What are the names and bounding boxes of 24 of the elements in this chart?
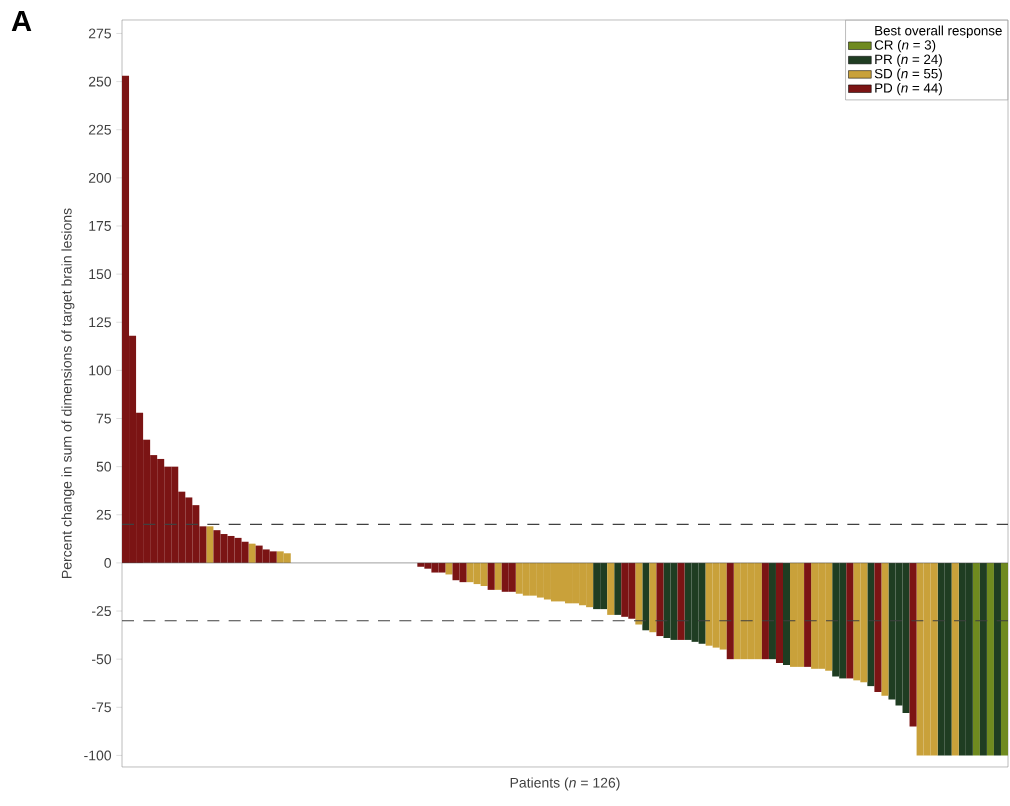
y-tick-label: 175 xyxy=(89,221,112,231)
y-tick-label: 250 xyxy=(88,76,112,87)
y-tick-label: -25 xyxy=(92,606,112,616)
y-tick-label: 25 xyxy=(96,509,112,520)
y-tick-label: 75 xyxy=(96,413,112,424)
legend-label: CR (n = 3) xyxy=(874,39,936,53)
y-tick-label: -75 xyxy=(92,702,112,713)
legend-label: PD (n = 44) xyxy=(875,82,942,96)
legend-label: SD (n = 55) xyxy=(874,68,942,81)
y-tick-label: 125 xyxy=(89,317,112,328)
y-tick-label: -100 xyxy=(84,750,112,761)
legend-label: PR (n = 24) xyxy=(875,54,942,67)
y-tick-label: 0 xyxy=(104,557,112,568)
y-tick-label: 100 xyxy=(89,365,112,376)
y-tick-label: 150 xyxy=(89,269,112,280)
y-tick-label: 50 xyxy=(96,461,112,472)
y-tick-label: -50 xyxy=(92,654,112,665)
y-axis-title: Percent change in sum of dimensions of target brain lesions xyxy=(61,208,75,578)
x-axis-title: Patients (n = 126) xyxy=(510,777,620,791)
text: A xyxy=(11,10,32,32)
legend-title: Best overall response xyxy=(875,25,1002,39)
y-tick-label: 200 xyxy=(88,172,112,183)
y-tick-label: 225 xyxy=(88,124,112,135)
y-tick-label: 275 xyxy=(88,28,112,39)
